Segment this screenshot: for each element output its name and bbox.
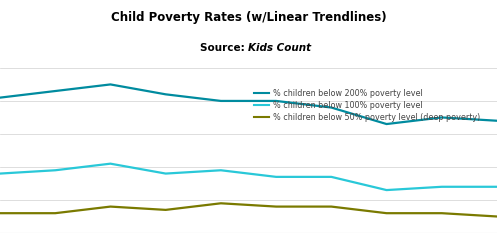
Text: Child Poverty Rates (w/Linear Trendlines): Child Poverty Rates (w/Linear Trendlines… (111, 11, 386, 24)
Legend: % children below 200% poverty level, % children below 100% poverty level, % chil: % children below 200% poverty level, % c… (251, 86, 483, 125)
Text: Source:: Source: (200, 43, 248, 53)
Text: Kids Count: Kids Count (248, 43, 312, 53)
